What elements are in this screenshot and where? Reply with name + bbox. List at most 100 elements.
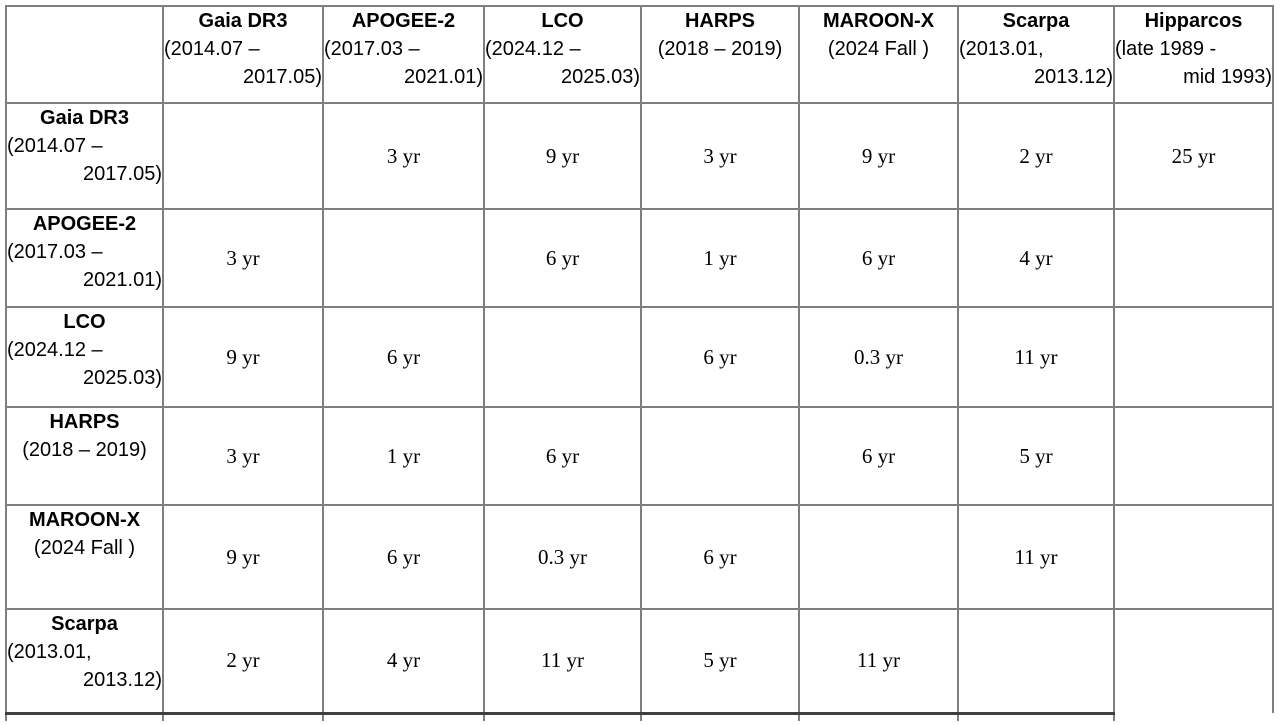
row-date-line: (2017.03 – (7, 241, 103, 263)
column-title: Gaia DR3 (198, 10, 288, 32)
baseline-cell: 6 yr (798, 208, 959, 308)
baseline-cell (483, 306, 642, 408)
baseline-cell: 6 yr (322, 306, 485, 408)
column-date-line: mid 1993) (1183, 66, 1272, 88)
row-date-line: (2018 – 2019) (22, 439, 147, 461)
baseline-cell: 9 yr (162, 306, 324, 408)
baseline-cell (957, 608, 1115, 715)
column-title: LCO (541, 10, 584, 32)
table-row: MAROON-X (2024 Fall ) 9 yr 6 yr 0.3 yr 6… (5, 504, 1274, 610)
absent-cell (1113, 306, 1274, 408)
baseline-cell: 11 yr (798, 608, 959, 715)
baseline-cell: 5 yr (957, 406, 1115, 506)
baseline-cell: 9 yr (162, 504, 324, 610)
table-row: Gaia DR3 (2014.07 – 2017.05) 3 yr 9 yr 3… (5, 102, 1274, 210)
row-date-line: (2013.01, (7, 641, 92, 663)
baseline-cell: 6 yr (483, 406, 642, 506)
col-header-scarpa: Scarpa (2013.01, 2013.12) (957, 5, 1115, 104)
baseline-cell (162, 102, 324, 210)
column-date-line: (2024.12 – (485, 38, 581, 60)
row-date-line: 2017.05) (83, 163, 162, 185)
cutoff-cell (640, 713, 800, 721)
baseline-cell (640, 406, 800, 506)
cutoff-cell (957, 713, 1115, 721)
row-date-line: 2025.03) (83, 367, 162, 389)
row-header-maroon-x: MAROON-X (2024 Fall ) (5, 504, 164, 610)
column-date-line: (2013.01, (959, 38, 1044, 60)
row-date-line: (2024.12 – (7, 339, 103, 361)
baseline-cell (322, 208, 485, 308)
column-date-line: 2013.12) (1034, 66, 1113, 88)
column-date-line: (2014.07 – (164, 38, 260, 60)
baseline-cell: 1 yr (322, 406, 485, 506)
column-date-line: (2024 Fall ) (827, 38, 930, 60)
baseline-cell: 6 yr (798, 406, 959, 506)
row-title: LCO (63, 311, 106, 333)
table-row: LCO (2024.12 – 2025.03) 9 yr 6 yr 6 yr 0… (5, 306, 1274, 408)
baseline-cell: 3 yr (640, 102, 800, 210)
baseline-cell: 6 yr (322, 504, 485, 610)
baseline-cell: 3 yr (162, 406, 324, 506)
baseline-cell: 0.3 yr (798, 306, 959, 408)
cutoff-cell (483, 713, 642, 721)
column-title: HARPS (684, 10, 755, 32)
row-header-gaia-dr3: Gaia DR3 (2014.07 – 2017.05) (5, 102, 164, 210)
baseline-cell (798, 504, 959, 610)
row-header-harps: HARPS (2018 – 2019) (5, 406, 164, 506)
baseline-cell: 2 yr (162, 608, 324, 715)
cutoff-cell (162, 713, 324, 721)
col-header-maroon-x: MAROON-X (2024 Fall ) (798, 5, 959, 104)
baseline-cell: 11 yr (483, 608, 642, 715)
baseline-cell: 6 yr (640, 504, 800, 610)
column-date-line: 2021.01) (404, 66, 483, 88)
row-header-apogee2: APOGEE-2 (2017.03 – 2021.01) (5, 208, 164, 308)
row-title: HARPS (49, 411, 120, 433)
row-title: Gaia DR3 (40, 107, 129, 129)
column-date-line: (late 1989 - (1115, 38, 1217, 60)
cutoff-cell (5, 713, 164, 721)
absent-cell (1113, 208, 1274, 308)
absent-cell (1113, 504, 1274, 610)
col-header-hipparcos: Hipparcos (late 1989 - mid 1993) (1113, 5, 1274, 104)
absent-cell (1113, 406, 1274, 506)
row-title: APOGEE-2 (32, 213, 137, 235)
baseline-cell: 6 yr (483, 208, 642, 308)
corner-cell (5, 5, 164, 104)
baseline-cell: 6 yr (640, 306, 800, 408)
cutoff-cell (798, 713, 959, 721)
baseline-cell: 1 yr (640, 208, 800, 308)
absent-cell (1114, 713, 1273, 721)
row-date-line: 2013.12) (83, 669, 162, 691)
column-title: MAROON-X (822, 10, 935, 32)
column-title: APOGEE-2 (351, 10, 456, 32)
table-row: HARPS (2018 – 2019) 3 yr 1 yr 6 yr 6 yr … (5, 406, 1274, 506)
baseline-cell: 3 yr (322, 102, 485, 210)
header-row: Gaia DR3 (2014.07 – 2017.05) APOGEE-2 (2… (5, 5, 1274, 104)
col-header-lco: LCO (2024.12 – 2025.03) (483, 5, 642, 104)
cutoff-cell (322, 713, 485, 721)
baseline-table: Gaia DR3 (2014.07 – 2017.05) APOGEE-2 (2… (5, 5, 1274, 721)
baseline-cell: 11 yr (957, 306, 1115, 408)
row-header-lco: LCO (2024.12 – 2025.03) (5, 306, 164, 408)
baseline-cell: 4 yr (957, 208, 1115, 308)
baseline-cell: 2 yr (957, 102, 1115, 210)
baseline-cell: 4 yr (322, 608, 485, 715)
col-header-apogee2: APOGEE-2 (2017.03 – 2021.01) (322, 5, 485, 104)
baseline-cell: 25 yr (1113, 102, 1274, 210)
baseline-cell: 11 yr (957, 504, 1115, 610)
table-row: Scarpa (2013.01, 2013.12) 2 yr 4 yr 11 y… (5, 608, 1274, 715)
row-date-line: (2014.07 – (7, 135, 103, 157)
baseline-cell: 0.3 yr (483, 504, 642, 610)
baseline-cell: 5 yr (640, 608, 800, 715)
row-date-line: (2024 Fall ) (33, 537, 136, 559)
column-date-line: 2017.05) (243, 66, 322, 88)
baseline-cell: 9 yr (798, 102, 959, 210)
baseline-cell: 3 yr (162, 208, 324, 308)
column-date-line: (2017.03 – (324, 38, 420, 60)
row-header-scarpa: Scarpa (2013.01, 2013.12) (5, 608, 164, 715)
absent-cell (1113, 608, 1274, 713)
column-date-line: 2025.03) (561, 66, 640, 88)
col-header-harps: HARPS (2018 – 2019) (640, 5, 800, 104)
column-title: Hipparcos (1144, 10, 1243, 32)
row-title: MAROON-X (28, 509, 141, 531)
